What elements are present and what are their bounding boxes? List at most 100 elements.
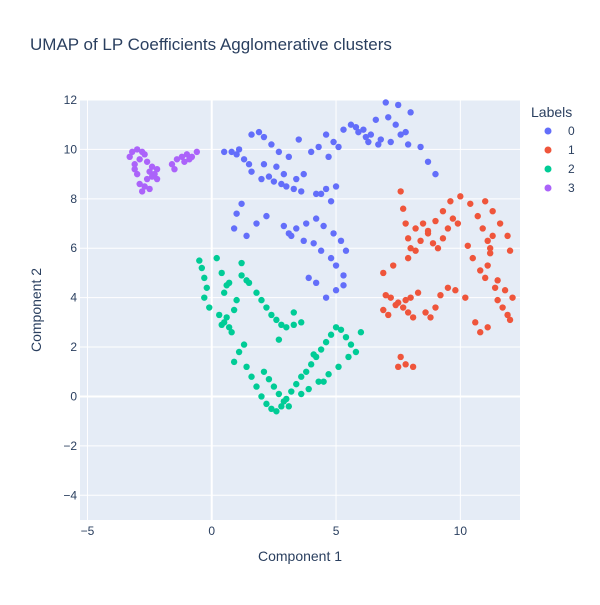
data-point[interactable] [327, 331, 335, 338]
data-point[interactable] [240, 156, 248, 163]
data-point[interactable] [273, 163, 280, 170]
data-point[interactable] [312, 279, 320, 287]
data-point[interactable] [133, 170, 141, 178]
data-point[interactable] [399, 205, 407, 212]
data-point[interactable] [484, 237, 491, 245]
data-point[interactable] [129, 148, 136, 156]
data-point[interactable] [494, 277, 501, 284]
data-point[interactable] [477, 329, 484, 336]
data-point[interactable] [462, 294, 469, 301]
data-point[interactable] [238, 200, 245, 207]
data-point[interactable] [342, 333, 350, 341]
data-point[interactable] [322, 338, 330, 346]
data-point[interactable] [340, 272, 347, 279]
data-point[interactable] [424, 158, 432, 165]
data-point[interactable] [345, 353, 352, 361]
data-point[interactable] [322, 131, 330, 138]
data-point[interactable] [273, 316, 280, 324]
data-point[interactable] [479, 225, 486, 232]
data-point[interactable] [392, 301, 399, 309]
data-point[interactable] [320, 378, 327, 385]
data-point[interactable] [489, 232, 496, 240]
data-point[interactable] [486, 249, 494, 257]
data-point[interactable] [285, 403, 293, 410]
data-point[interactable] [235, 348, 243, 356]
data-point[interactable] [238, 272, 245, 279]
data-point[interactable] [233, 210, 240, 217]
data-point[interactable] [283, 324, 290, 331]
data-point[interactable] [290, 309, 297, 316]
data-point[interactable] [283, 183, 290, 190]
data-point[interactable] [143, 175, 151, 183]
data-point[interactable] [293, 380, 300, 388]
data-point[interactable] [362, 133, 370, 141]
data-point[interactable] [332, 262, 340, 269]
data-point[interactable] [474, 212, 481, 220]
data-point[interactable] [218, 269, 225, 277]
data-point[interactable] [230, 225, 238, 232]
data-point[interactable] [223, 314, 230, 321]
data-point[interactable] [432, 170, 439, 178]
data-point[interactable] [230, 306, 238, 314]
data-point[interactable] [432, 217, 439, 225]
data-point[interactable] [293, 225, 300, 232]
data-point[interactable] [223, 282, 230, 289]
data-point[interactable] [424, 227, 432, 235]
data-point[interactable] [454, 220, 462, 227]
data-point[interactable] [273, 408, 280, 415]
data-point[interactable] [275, 148, 283, 156]
data-point[interactable] [499, 304, 506, 311]
data-point[interactable] [352, 348, 360, 356]
data-point[interactable] [327, 198, 335, 205]
data-point[interactable] [298, 188, 305, 195]
data-point[interactable] [290, 185, 297, 193]
data-point[interactable] [153, 175, 161, 183]
data-point[interactable] [330, 230, 337, 237]
data-point[interactable] [484, 262, 491, 269]
data-point[interactable] [447, 198, 454, 205]
data-point[interactable] [243, 363, 250, 371]
data-point[interactable] [240, 341, 248, 348]
data-point[interactable] [382, 99, 389, 106]
data-point[interactable] [399, 304, 407, 311]
data-point[interactable] [268, 405, 275, 413]
data-point[interactable] [275, 390, 283, 398]
data-point[interactable] [372, 116, 380, 123]
data-point[interactable] [437, 291, 444, 299]
data-point[interactable] [409, 363, 417, 371]
data-point[interactable] [238, 259, 245, 267]
data-point[interactable] [481, 198, 489, 205]
data-point[interactable] [377, 136, 384, 143]
data-point[interactable] [402, 220, 409, 227]
data-point[interactable] [218, 321, 225, 329]
data-point[interactable] [245, 161, 253, 168]
data-point[interactable] [315, 378, 322, 385]
data-point[interactable] [265, 375, 273, 383]
data-point[interactable] [320, 222, 327, 230]
data-point[interactable] [444, 225, 452, 232]
data-point[interactable] [196, 257, 203, 264]
data-point[interactable] [168, 161, 176, 168]
data-point[interactable] [293, 175, 300, 183]
data-point[interactable] [312, 190, 320, 198]
data-point[interactable] [278, 403, 285, 410]
data-point[interactable] [171, 165, 178, 173]
data-point[interactable] [258, 393, 265, 400]
data-point[interactable] [464, 242, 471, 249]
data-point[interactable] [342, 247, 350, 254]
data-point[interactable] [322, 294, 330, 301]
data-point[interactable] [305, 274, 312, 282]
data-point[interactable] [387, 294, 394, 301]
data-point[interactable] [298, 390, 305, 398]
data-point[interactable] [417, 237, 424, 245]
data-point[interactable] [340, 126, 347, 133]
data-point[interactable] [332, 324, 340, 331]
data-point[interactable] [181, 158, 188, 165]
data-point[interactable] [228, 148, 235, 156]
data-point[interactable] [220, 148, 228, 156]
data-point[interactable] [402, 128, 409, 136]
data-point[interactable] [429, 240, 437, 247]
data-point[interactable] [375, 141, 382, 148]
data-point[interactable] [206, 304, 213, 311]
data-point[interactable] [233, 296, 240, 304]
